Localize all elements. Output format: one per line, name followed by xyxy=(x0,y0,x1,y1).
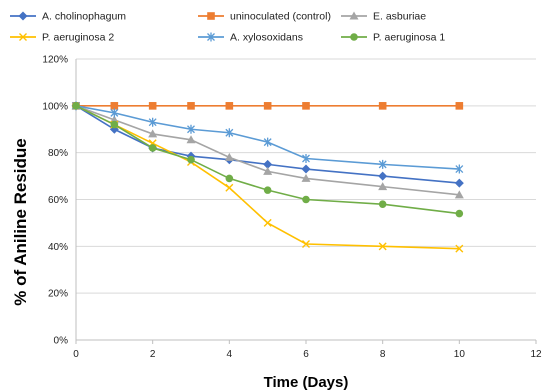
legend-item: P. aeruginosa 2 xyxy=(10,32,114,44)
data-point xyxy=(301,173,311,182)
data-point xyxy=(225,128,234,138)
data-point xyxy=(72,102,80,110)
x-tick-label: 6 xyxy=(303,349,309,360)
data-point xyxy=(378,182,388,191)
data-point xyxy=(378,159,387,169)
data-point xyxy=(263,159,273,169)
series-line xyxy=(75,105,460,215)
data-point xyxy=(455,102,464,110)
legend-swatch-marker xyxy=(349,11,359,20)
data-point xyxy=(110,102,119,110)
y-tick-label: 40% xyxy=(48,242,68,253)
data-point xyxy=(263,218,272,227)
data-point xyxy=(263,186,272,194)
legend-swatch-marker xyxy=(350,33,358,41)
legend-label: uninoculated (control) xyxy=(230,11,331,23)
legend-item: E. asburiae xyxy=(341,11,426,23)
data-point xyxy=(110,108,119,118)
data-point xyxy=(454,178,464,188)
data-point xyxy=(187,124,195,134)
x-axis-title: Time (Days) xyxy=(264,374,349,391)
data-point xyxy=(148,129,158,138)
y-axis-title: % of Aniline Residue xyxy=(11,138,30,306)
data-point xyxy=(225,174,234,183)
series-layer xyxy=(71,101,464,253)
data-point xyxy=(378,102,387,110)
x-tick-labels: 0 2 4 6 8 10 12 xyxy=(73,349,542,360)
x-tick-label: 2 xyxy=(150,349,156,360)
y-tick-label: 60% xyxy=(48,195,68,206)
y-tick-label: 100% xyxy=(42,101,68,112)
data-point xyxy=(378,171,388,181)
y-tick-label: 80% xyxy=(48,148,68,159)
data-point xyxy=(263,102,272,110)
series-5 xyxy=(72,102,464,218)
data-point xyxy=(187,102,195,110)
data-point xyxy=(187,155,195,164)
legend-swatch-marker xyxy=(19,33,27,41)
data-point xyxy=(378,200,387,208)
legend-item: A. cholinophagum xyxy=(10,11,126,23)
series-line xyxy=(75,105,460,196)
series-3 xyxy=(72,101,464,253)
y-tick-labels: 0% 20% 40% 60% 80% 100% 120% xyxy=(42,55,68,347)
data-point xyxy=(378,242,387,251)
legend-label: P. aeruginosa 1 xyxy=(373,32,445,44)
legend-label: P. aeruginosa 2 xyxy=(42,32,114,44)
legend-swatch-marker xyxy=(207,32,215,42)
data-point xyxy=(186,135,196,144)
series-line xyxy=(75,105,460,170)
data-point xyxy=(302,154,310,164)
series-2 xyxy=(71,101,464,199)
x-tick-label: 8 xyxy=(380,349,386,360)
data-point xyxy=(148,144,157,152)
data-point xyxy=(263,137,272,147)
legend-label: A. xylosoxidans xyxy=(230,32,303,44)
legend-swatch-marker xyxy=(18,11,28,21)
x-tick-label: 12 xyxy=(530,349,542,360)
data-point xyxy=(454,190,464,199)
x-tick-label: 4 xyxy=(227,349,233,360)
data-point xyxy=(225,183,234,192)
y-tick-label: 0% xyxy=(54,336,69,347)
legend-swatch-marker xyxy=(207,12,215,20)
legend-item: uninoculated (control) xyxy=(198,11,331,23)
y-tick-label: 120% xyxy=(42,55,68,66)
data-point xyxy=(225,102,234,110)
series-1 xyxy=(72,102,464,110)
legend-item: P. aeruginosa 1 xyxy=(341,32,445,44)
data-point xyxy=(302,102,310,110)
data-point xyxy=(224,152,234,161)
data-point xyxy=(302,239,310,248)
x-tick-label: 0 xyxy=(73,349,79,360)
legend-label: E. asburiae xyxy=(373,11,426,23)
y-tick-label: 20% xyxy=(48,289,68,300)
data-point xyxy=(455,209,464,218)
x-tick-label: 10 xyxy=(454,349,466,360)
legend-label: A. cholinophagum xyxy=(42,11,126,23)
data-point xyxy=(455,164,464,174)
data-point xyxy=(302,195,310,204)
data-point xyxy=(148,117,157,127)
data-point xyxy=(455,244,464,253)
data-point xyxy=(148,102,157,110)
legend: A. cholinophagum uninoculated (control) E.… xyxy=(10,11,445,44)
data-point xyxy=(110,120,119,129)
legend-item: A. xylosoxidans xyxy=(198,32,303,44)
data-point xyxy=(301,164,311,174)
data-point xyxy=(263,166,273,175)
